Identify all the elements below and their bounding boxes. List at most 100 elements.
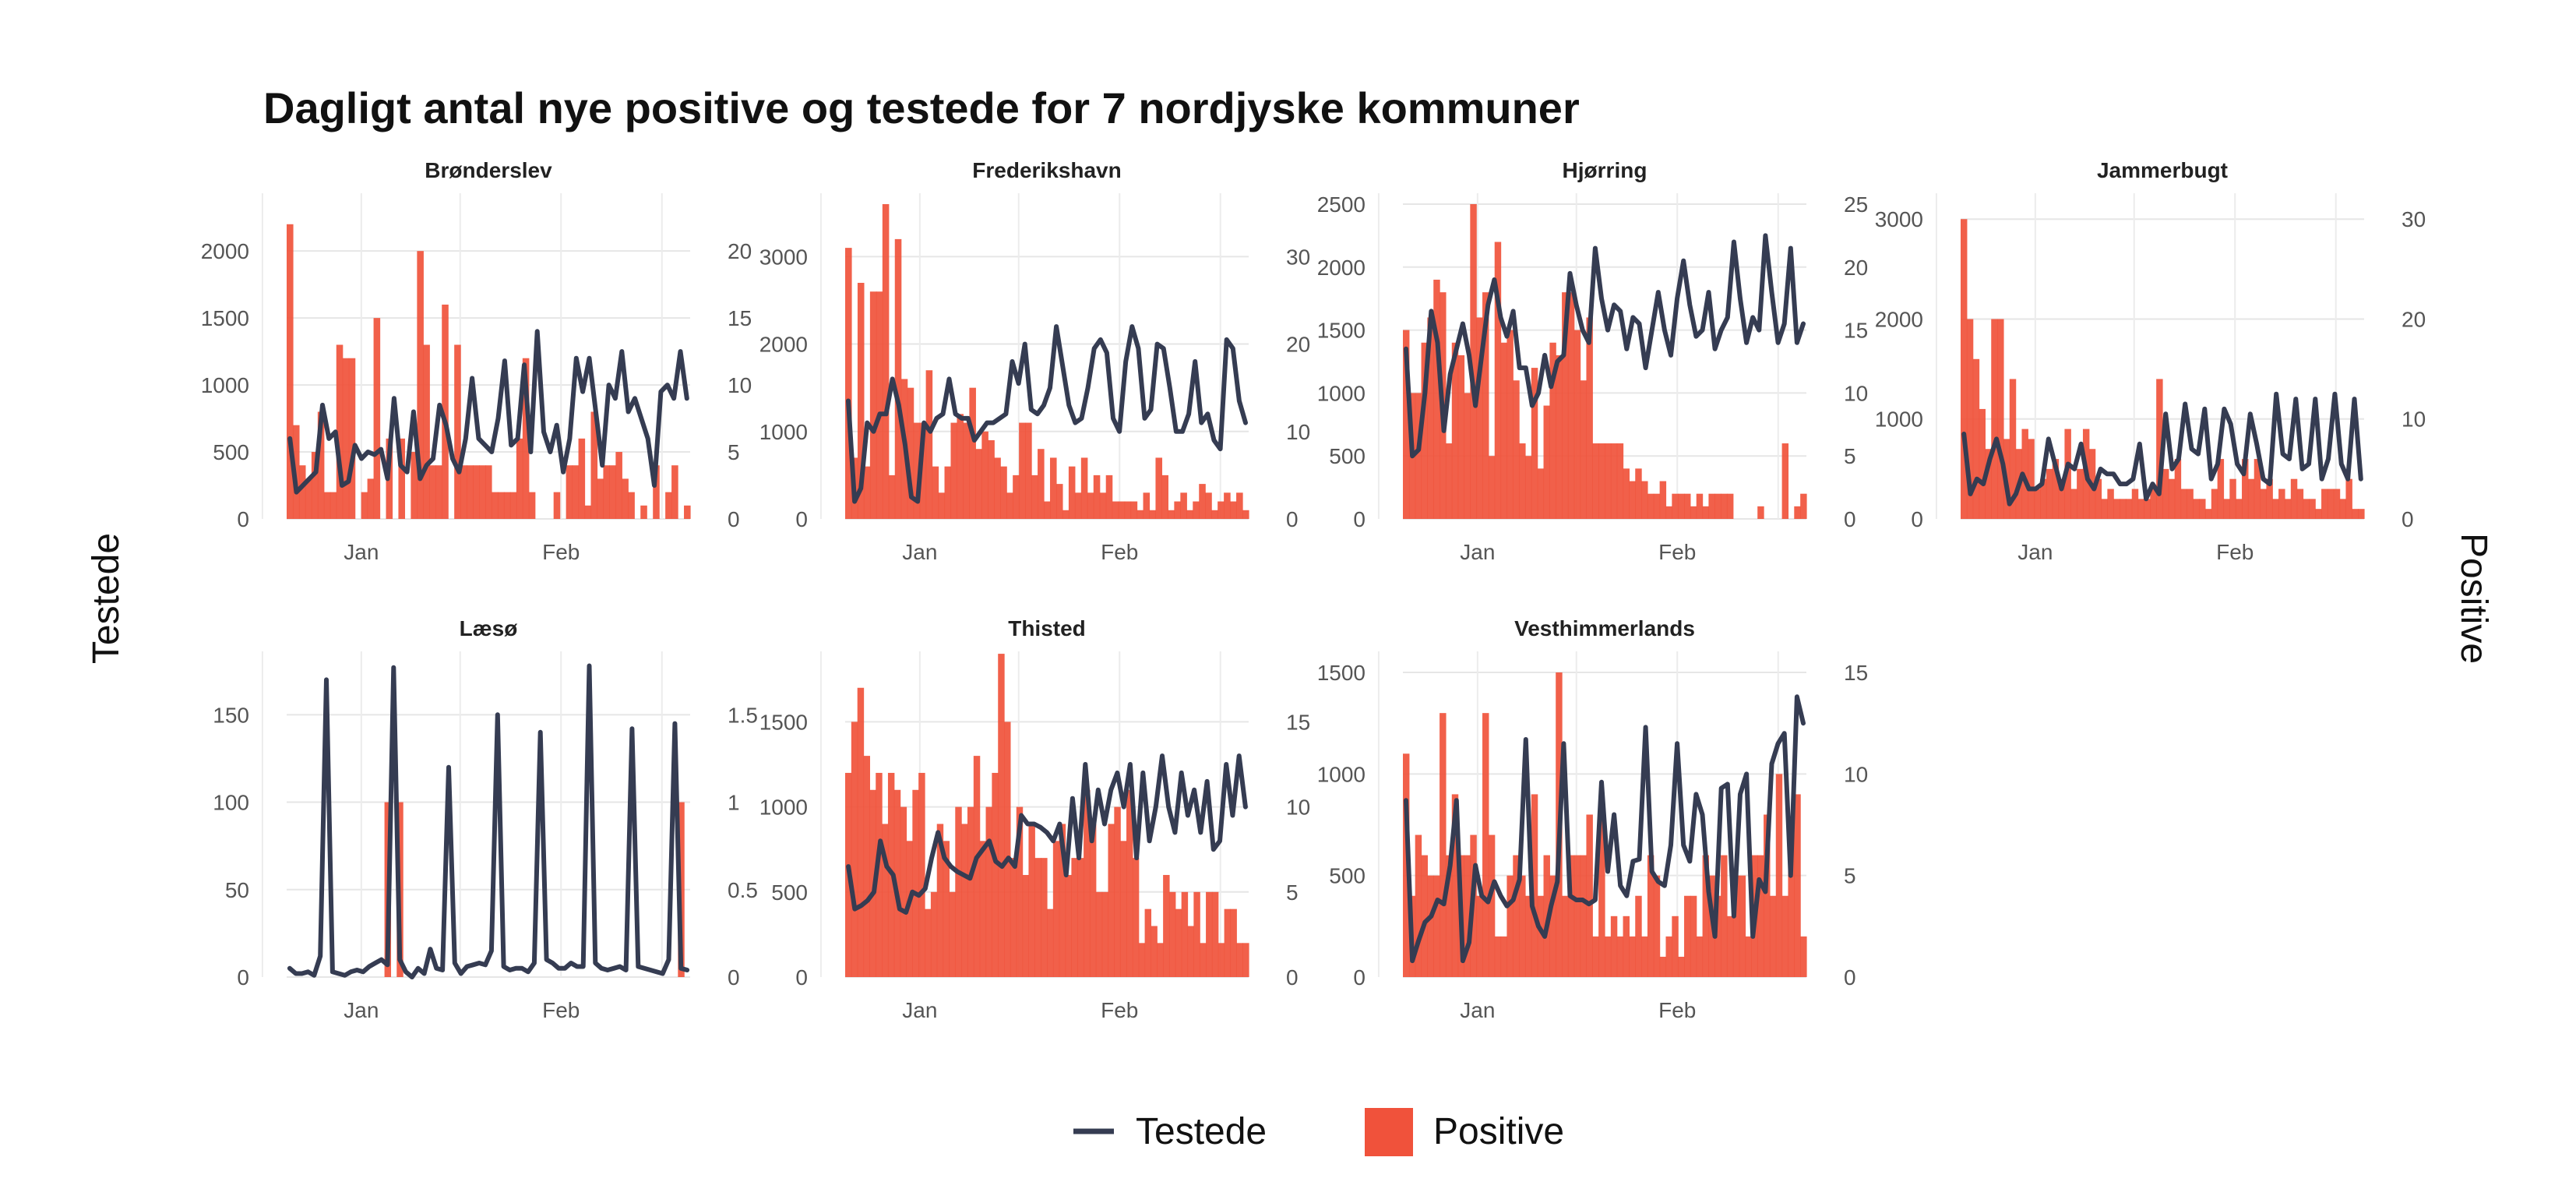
y-tick-label-right: 5 xyxy=(1844,864,1856,888)
bar-positive xyxy=(1537,468,1545,519)
bar-positive xyxy=(2009,379,2017,519)
bar-positive xyxy=(1653,875,1661,977)
bar-positive xyxy=(1513,380,1520,519)
bar-positive xyxy=(919,422,927,519)
bar-positive xyxy=(566,465,573,519)
line-testede xyxy=(846,753,1248,915)
bar-positive xyxy=(1586,814,1593,977)
bar-positive xyxy=(1506,875,1514,977)
legend-label-positive: Positive xyxy=(1433,1111,1564,1152)
y-tick-label-left: 150 xyxy=(213,703,249,727)
bar-positive xyxy=(1537,895,1545,977)
bar-positive xyxy=(1044,501,1051,519)
bar-positive xyxy=(1074,492,1082,519)
y-tick-label-right: 10 xyxy=(1286,420,1310,444)
bar-positive xyxy=(906,841,913,977)
y-tick-label-left: 1500 xyxy=(1317,661,1366,685)
x-tick-label: Feb xyxy=(1101,998,1138,1022)
bar-positive xyxy=(1211,891,1219,977)
bar-positive xyxy=(429,465,436,519)
bar-positive xyxy=(1187,926,1194,977)
bar-positive xyxy=(1080,457,1088,519)
y-tick-label-right: 30 xyxy=(2402,207,2426,231)
bar-positive xyxy=(1206,891,1213,977)
bar-positive xyxy=(1781,895,1789,977)
legend-label-testede: Testede xyxy=(1136,1111,1267,1152)
bar-positive xyxy=(1193,891,1200,977)
bar-positive xyxy=(1556,355,1563,519)
bar-positive xyxy=(1519,875,1526,977)
bar-positive xyxy=(1721,493,1728,519)
bar-positive xyxy=(1120,841,1127,977)
bar-positive xyxy=(944,466,952,519)
bar-positive xyxy=(1181,891,1189,977)
bar-positive xyxy=(2327,489,2335,519)
bar-positive xyxy=(1055,484,1063,519)
bar-positive xyxy=(1151,926,1158,977)
bar-positive xyxy=(2223,499,2230,519)
y-tick-label-right: 10 xyxy=(728,373,752,397)
bar-positive xyxy=(329,492,337,519)
panel-frederikshavn: Frederikshavn 0 1000 2000 3000 0 10 20 30 Jan Feb xyxy=(759,158,1310,564)
bar-positive xyxy=(1186,510,1193,519)
bar-positive xyxy=(1690,506,1697,519)
y-tick-label-right: 0 xyxy=(1844,965,1856,990)
bar-positive xyxy=(1781,443,1789,519)
bar-positive xyxy=(1641,481,1648,519)
bar-positive xyxy=(876,291,883,519)
bar-positive xyxy=(1500,342,1508,519)
panel-title: Brønderslev xyxy=(425,158,552,182)
panel-title: Læsø xyxy=(460,616,518,640)
bar-positive xyxy=(2272,499,2279,519)
bar-positive xyxy=(1025,422,1032,519)
bar-positive xyxy=(2064,429,2071,519)
bar-positive xyxy=(1095,891,1103,977)
bar-positive xyxy=(1788,834,1795,977)
y-tick-label-left: 0 xyxy=(1353,507,1366,531)
bar-positive xyxy=(1665,936,1672,977)
bar-positive xyxy=(2217,459,2225,519)
panel-title: Thisted xyxy=(1008,616,1086,640)
y-tick-label-right: 5 xyxy=(1844,444,1856,468)
bar-positive xyxy=(938,492,946,519)
bar-positive xyxy=(1180,492,1187,519)
bar-positive xyxy=(1112,501,1119,519)
bar-positive xyxy=(1659,956,1667,977)
y-tick-label-left: 1000 xyxy=(1875,407,1923,432)
bar-positive xyxy=(1006,492,1013,519)
bar-positive xyxy=(975,449,982,519)
bar-positive xyxy=(967,806,974,977)
x-tick-label: Feb xyxy=(1101,540,1138,564)
bar-positive xyxy=(1114,806,1121,977)
bar-positive xyxy=(1684,493,1691,519)
y-tick-label-right: 0 xyxy=(1844,507,1856,531)
bar-positive xyxy=(1218,943,1225,977)
bar-positive xyxy=(1464,393,1471,519)
bar-positive xyxy=(912,789,919,977)
bar-positive xyxy=(411,452,418,519)
bar-positive xyxy=(845,248,852,519)
line-testede xyxy=(1404,694,1806,964)
bar-positive xyxy=(367,478,375,519)
bar-positive xyxy=(1732,875,1740,977)
bar-positive xyxy=(2242,459,2249,519)
bar-positive xyxy=(1105,475,1113,519)
bar-positive xyxy=(1242,510,1249,519)
bar-positive xyxy=(925,908,932,977)
bar-positive xyxy=(2046,468,2053,519)
bar-positive xyxy=(1524,456,1532,519)
bar-positive xyxy=(1678,493,1685,519)
bar-positive xyxy=(876,772,883,977)
panel-l-s-: Læsø 0 50 100 150 0 0.5 1 1.5 Jan Feb xyxy=(213,616,758,1022)
bar-positive xyxy=(2309,499,2316,519)
bar-positive xyxy=(2296,489,2304,519)
bar-positive xyxy=(2290,478,2298,519)
bar-positive xyxy=(1034,858,1041,977)
bar-positive xyxy=(2107,489,2114,519)
bar-positive xyxy=(882,824,889,977)
bar-positive xyxy=(1230,501,1237,519)
bar-positive xyxy=(1193,501,1200,519)
bar-positive xyxy=(1610,916,1618,977)
y-tick-label-left: 0 xyxy=(237,965,249,990)
bar-positive xyxy=(1124,501,1132,519)
